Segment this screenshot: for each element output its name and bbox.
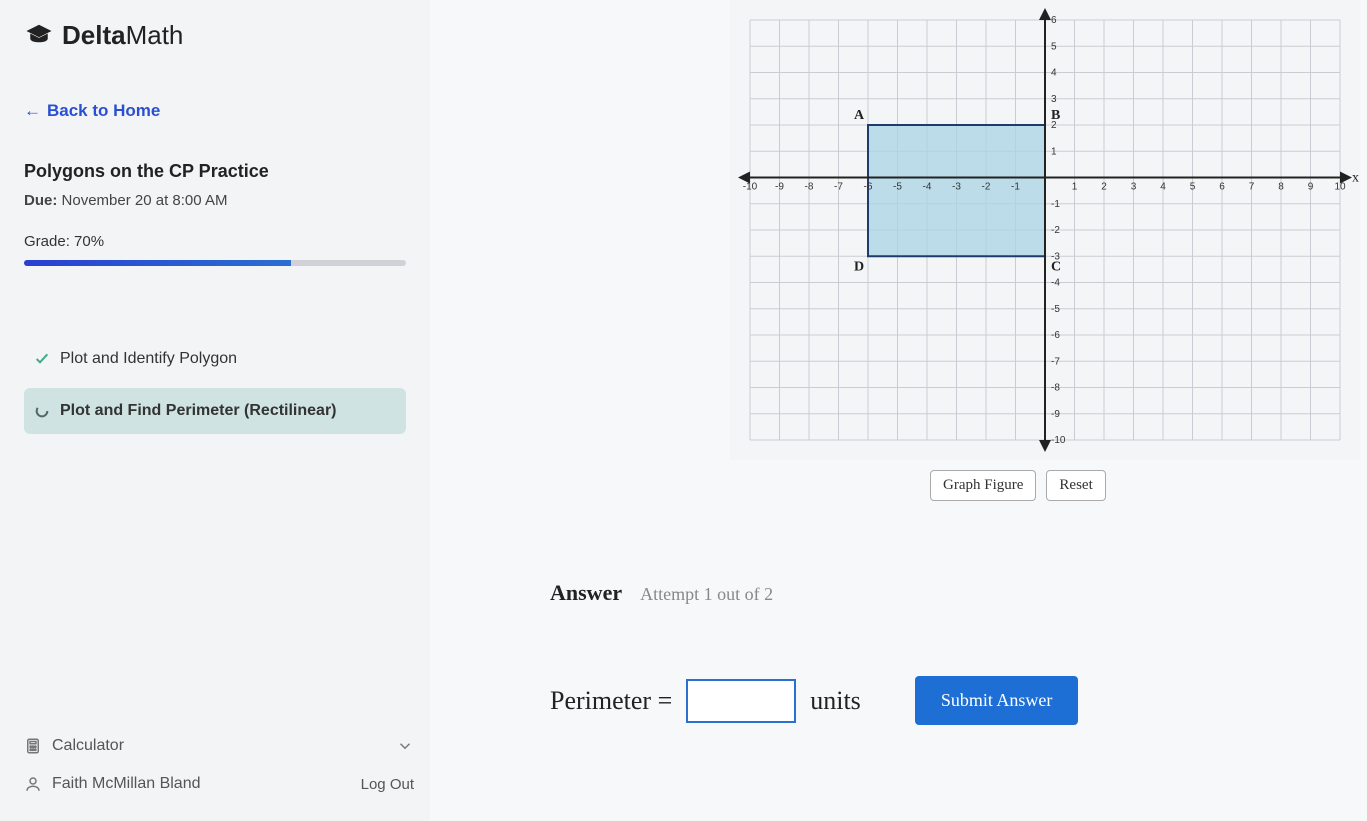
units-label: units xyxy=(810,686,861,716)
svg-text:5: 5 xyxy=(1190,182,1196,193)
grade-progress-fill xyxy=(24,260,291,266)
coordinate-graph[interactable]: -10 -9 -8 -7 -6 -5 -4 -3 -2 -1 1 2 3 4 5 6 7 8 9 10 -10 -9 -8 -… xyxy=(730,0,1360,460)
svg-text:-1: -1 xyxy=(1051,199,1060,210)
graph-figure-button[interactable]: Graph Figure xyxy=(930,470,1036,501)
svg-text:7: 7 xyxy=(1249,182,1255,193)
svg-text:10: 10 xyxy=(1334,182,1346,193)
grade-value: 70% xyxy=(74,233,104,250)
task-plot-perimeter[interactable]: Plot and Find Perimeter (Rectilinear) xyxy=(24,388,406,434)
svg-text:-1: -1 xyxy=(1011,182,1020,193)
due-label: Due: xyxy=(24,192,57,209)
svg-text:-7: -7 xyxy=(834,182,843,193)
svg-text:9: 9 xyxy=(1308,182,1314,193)
svg-text:2: 2 xyxy=(1101,182,1107,193)
assignment-title: Polygons on the CP Practice xyxy=(24,161,406,182)
svg-text:x: x xyxy=(1352,171,1359,186)
svg-text:-5: -5 xyxy=(893,182,902,193)
svg-text:-6: -6 xyxy=(1051,330,1060,341)
answer-area: Answer Attempt 1 out of 2 Perimeter = un… xyxy=(550,580,1337,725)
username: Faith McMillan Bland xyxy=(52,775,201,793)
attempt-text: Attempt 1 out of 2 xyxy=(640,584,773,605)
svg-text:-5: -5 xyxy=(1051,304,1060,315)
user-icon xyxy=(24,775,42,793)
svg-text:-10: -10 xyxy=(1051,435,1066,446)
perimeter-row: Perimeter = units Submit Answer xyxy=(550,676,1337,725)
graph-svg: -10 -9 -8 -7 -6 -5 -4 -3 -2 -1 1 2 3 4 5 6 7 8 9 10 -10 -9 -8 -… xyxy=(730,0,1360,460)
calculator-icon xyxy=(24,737,42,755)
task-plot-identify[interactable]: Plot and Identify Polygon xyxy=(24,336,406,382)
brand-rest: Math xyxy=(126,20,184,50)
reset-button[interactable]: Reset xyxy=(1046,470,1105,501)
logout-link[interactable]: Log Out xyxy=(361,776,414,793)
svg-text:4: 4 xyxy=(1160,182,1166,193)
answer-label: Answer xyxy=(550,580,622,606)
svg-text:-2: -2 xyxy=(1051,225,1060,236)
grad-cap-icon xyxy=(24,21,54,51)
svg-text:-2: -2 xyxy=(982,182,991,193)
svg-text:A: A xyxy=(854,108,865,123)
svg-text:-6: -6 xyxy=(864,182,873,193)
calculator-row[interactable]: Calculator xyxy=(24,727,414,765)
svg-text:3: 3 xyxy=(1051,94,1057,105)
back-label: Back to Home xyxy=(47,101,160,121)
grade-progress xyxy=(24,260,406,266)
calculator-label: Calculator xyxy=(52,737,124,755)
perimeter-label: Perimeter = xyxy=(550,686,672,716)
brand-bold: Delta xyxy=(62,20,126,50)
brand-logo: DeltaMath xyxy=(24,20,406,51)
svg-text:-9: -9 xyxy=(775,182,784,193)
svg-text:-3: -3 xyxy=(952,182,961,193)
back-to-home-link[interactable]: ← Back to Home xyxy=(24,101,160,121)
svg-text:1: 1 xyxy=(1051,146,1057,157)
task-label: Plot and Identify Polygon xyxy=(60,350,237,368)
svg-text:-4: -4 xyxy=(923,182,932,193)
graph-buttons: Graph Figure Reset xyxy=(930,470,1106,501)
grade-row: Grade: 70% xyxy=(24,233,406,250)
task-label: Plot and Find Perimeter (Rectilinear) xyxy=(60,402,337,420)
perimeter-input[interactable] xyxy=(686,679,796,723)
svg-text:-10: -10 xyxy=(743,182,758,193)
main-area: -10 -9 -8 -7 -6 -5 -4 -3 -2 -1 1 2 3 4 5 6 7 8 9 10 -10 -9 -8 -… xyxy=(430,0,1367,821)
svg-text:-8: -8 xyxy=(805,182,814,193)
arrow-left-icon: ← xyxy=(24,101,41,121)
svg-text:C: C xyxy=(1051,259,1061,274)
svg-text:D: D xyxy=(854,259,864,274)
svg-text:-9: -9 xyxy=(1051,409,1060,420)
chevron-down-icon xyxy=(396,737,414,755)
svg-text:5: 5 xyxy=(1051,41,1057,52)
bottom-tools: Calculator Faith McMillan Bland Log Out xyxy=(24,727,414,803)
svg-text:3: 3 xyxy=(1131,182,1137,193)
sidebar: DeltaMath ← Back to Home Polygons on the… xyxy=(0,0,430,821)
svg-text:6: 6 xyxy=(1219,182,1225,193)
svg-text:-8: -8 xyxy=(1051,383,1060,394)
svg-text:6: 6 xyxy=(1051,15,1057,26)
submit-answer-button[interactable]: Submit Answer xyxy=(915,676,1079,725)
svg-text:-7: -7 xyxy=(1051,356,1060,367)
spinner-icon xyxy=(34,403,50,419)
due-value: November 20 at 8:00 AM xyxy=(62,192,228,209)
answer-header: Answer Attempt 1 out of 2 xyxy=(550,580,1337,606)
user-row: Faith McMillan Bland Log Out xyxy=(24,765,414,803)
svg-text:4: 4 xyxy=(1051,68,1057,79)
check-icon xyxy=(34,351,50,367)
svg-text:8: 8 xyxy=(1278,182,1284,193)
svg-text:-4: -4 xyxy=(1051,278,1060,289)
svg-text:B: B xyxy=(1051,108,1060,123)
grade-label: Grade: xyxy=(24,233,70,250)
svg-text:1: 1 xyxy=(1072,182,1078,193)
due-row: Due: November 20 at 8:00 AM xyxy=(24,192,406,209)
